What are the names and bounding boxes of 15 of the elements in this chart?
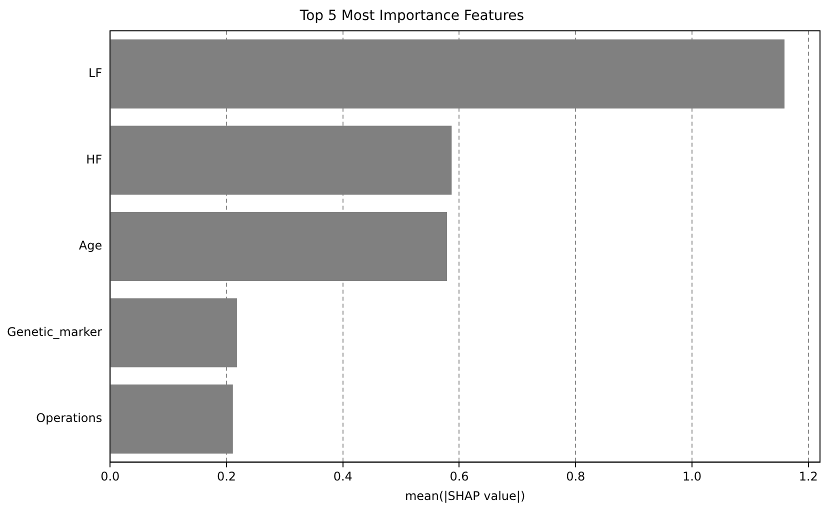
- x-tick-label: 1.0: [682, 470, 702, 484]
- x-tick-label: 0.6: [450, 470, 469, 484]
- y-tick-label: HF: [86, 152, 102, 166]
- y-tick-label: Operations: [36, 411, 102, 426]
- y-tick-label: Genetic_marker: [6, 324, 102, 339]
- chart-title: Top 5 Most Importance Features: [298, 8, 524, 24]
- x-tick-label: 1.2: [798, 470, 818, 484]
- x-tick-label: 0.4: [333, 470, 352, 484]
- y-tick-label: LF: [88, 66, 102, 80]
- x-tick-label: 0.8: [566, 470, 586, 484]
- x-tick-label: 0.2: [216, 470, 236, 484]
- x-tick-label: 0.0: [100, 470, 120, 484]
- x-axis-title: mean(|SHAP value|): [404, 488, 526, 503]
- bar: [110, 212, 448, 282]
- y-tick-label: Age: [78, 238, 102, 253]
